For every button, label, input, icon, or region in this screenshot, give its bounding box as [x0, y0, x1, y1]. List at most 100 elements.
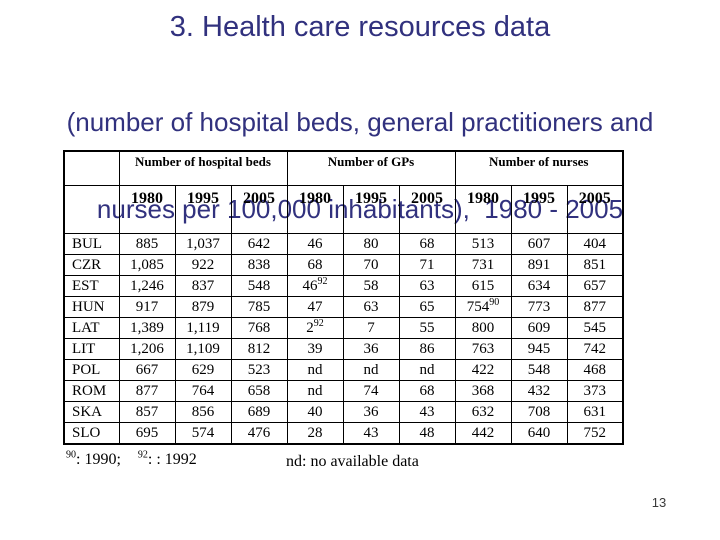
year-header: 2005 [230, 185, 288, 234]
table-cell: 46 [286, 233, 344, 255]
table-cell: 70 [342, 254, 400, 276]
table-cell: 55 [398, 317, 456, 339]
table-cell: 689 [230, 401, 288, 423]
table-cell: 65 [398, 296, 456, 318]
row-header-country: HUN [63, 296, 120, 318]
table-cell: 68 [398, 233, 456, 255]
table-cell: 885 [118, 233, 176, 255]
table-row: SKA 857 856 689 40 36 43 632 708 631 [63, 401, 624, 423]
table-cell: 763 [454, 338, 512, 360]
table-cell: 658 [230, 380, 288, 402]
row-header-country: LAT [63, 317, 120, 339]
table-cell: 1,085 [118, 254, 176, 276]
footnote-marker: 90 [489, 296, 500, 308]
table-cell: 574 [174, 422, 232, 445]
table-cell: 74 [342, 380, 400, 402]
table-cell: 4692 [286, 275, 344, 297]
table-cell: 785 [230, 296, 288, 318]
table-cell: nd [286, 359, 344, 381]
table-cell: 609 [510, 317, 568, 339]
row-header-country: POL [63, 359, 120, 381]
subtitle-line-1: (number of hospital beds, general practi… [66, 107, 654, 137]
table-cell: 1,109 [174, 338, 232, 360]
table-cell: 922 [174, 254, 232, 276]
table-cell: 856 [174, 401, 232, 423]
year-header: 1995 [342, 185, 400, 234]
table-cell: 476 [230, 422, 288, 445]
table-cell: 58 [342, 275, 400, 297]
table-cell: 548 [510, 359, 568, 381]
table-cell: 523 [230, 359, 288, 381]
group-header: Number of nurses [454, 150, 624, 186]
table-cell: 63 [398, 275, 456, 297]
table-cell: 39 [286, 338, 344, 360]
table-cell: 86 [398, 338, 456, 360]
table-cell: 632 [454, 401, 512, 423]
table-cell: 71 [398, 254, 456, 276]
table-cell: 36 [342, 401, 400, 423]
table-group-header-row: Number of hospital beds Number of GPs Numb… [63, 150, 624, 186]
table-cell: 47 [286, 296, 344, 318]
footnote-nd-note: nd: no available data [286, 453, 419, 470]
table-cell: 851 [566, 254, 624, 276]
year-header: 2005 [566, 185, 624, 234]
table-cell: 731 [454, 254, 512, 276]
table-cell: 629 [174, 359, 232, 381]
table-cell: 812 [230, 338, 288, 360]
year-header: 2005 [398, 185, 456, 234]
table-row: LIT 1,206 1,109 812 39 36 86 763 945 742 [63, 338, 624, 360]
table-cell: 640 [510, 422, 568, 445]
table-cell: 615 [454, 275, 512, 297]
slide-title: 3. Health care resources data [169, 11, 551, 43]
corner-cell [63, 185, 120, 234]
table-cell: 404 [566, 233, 624, 255]
row-header-country: SKA [63, 401, 120, 423]
row-header-country: LIT [63, 338, 120, 360]
group-header: Number of hospital beds [118, 150, 288, 186]
table-cell: 634 [510, 275, 568, 297]
table-cell: 631 [566, 401, 624, 423]
year-header: 1980 [118, 185, 176, 234]
table-cell: 373 [566, 380, 624, 402]
table-cell: 708 [510, 401, 568, 423]
table-cell: 667 [118, 359, 176, 381]
row-header-country: EST [63, 275, 120, 297]
table-cell: 891 [510, 254, 568, 276]
footnote-text-1990: : 1990; [76, 451, 121, 468]
table-cell: 36 [342, 338, 400, 360]
table-cell: 75490 [454, 296, 512, 318]
table-cell: 1,037 [174, 233, 232, 255]
table-cell: 28 [286, 422, 344, 445]
table-cell: 695 [118, 422, 176, 445]
table-row: SLO 695 574 476 28 43 48 442 640 752 [63, 422, 624, 445]
table-cell: 292 [286, 317, 344, 339]
footnote-sup-92: 92 [137, 449, 148, 461]
table-cell: 1,206 [118, 338, 176, 360]
table-cell: 838 [230, 254, 288, 276]
group-header: Number of GPs [286, 150, 456, 186]
table-cell: nd [286, 380, 344, 402]
corner-cell [63, 150, 120, 186]
footnote-marker: 92 [313, 317, 324, 329]
table-cell: 43 [398, 401, 456, 423]
table-cell: 945 [510, 338, 568, 360]
table-cell: 63 [342, 296, 400, 318]
row-header-country: CZR [63, 254, 120, 276]
table-cell: 877 [118, 380, 176, 402]
table-cell: 422 [454, 359, 512, 381]
table-cell: 40 [286, 401, 344, 423]
table-cell: 80 [342, 233, 400, 255]
table-cell: 548 [230, 275, 288, 297]
table-cell: nd [398, 359, 456, 381]
table-cell: 800 [454, 317, 512, 339]
table-cell: 642 [230, 233, 288, 255]
table-row: BUL 885 1,037 642 46 80 68 513 607 404 [63, 233, 624, 255]
table-cell: 68 [286, 254, 344, 276]
table-cell: 857 [118, 401, 176, 423]
table-cell: 752 [566, 422, 624, 445]
health-resources-table: Number of hospital beds Number of GPs Numb… [63, 150, 624, 445]
table-cell: 442 [454, 422, 512, 445]
table-cell: 68 [398, 380, 456, 402]
